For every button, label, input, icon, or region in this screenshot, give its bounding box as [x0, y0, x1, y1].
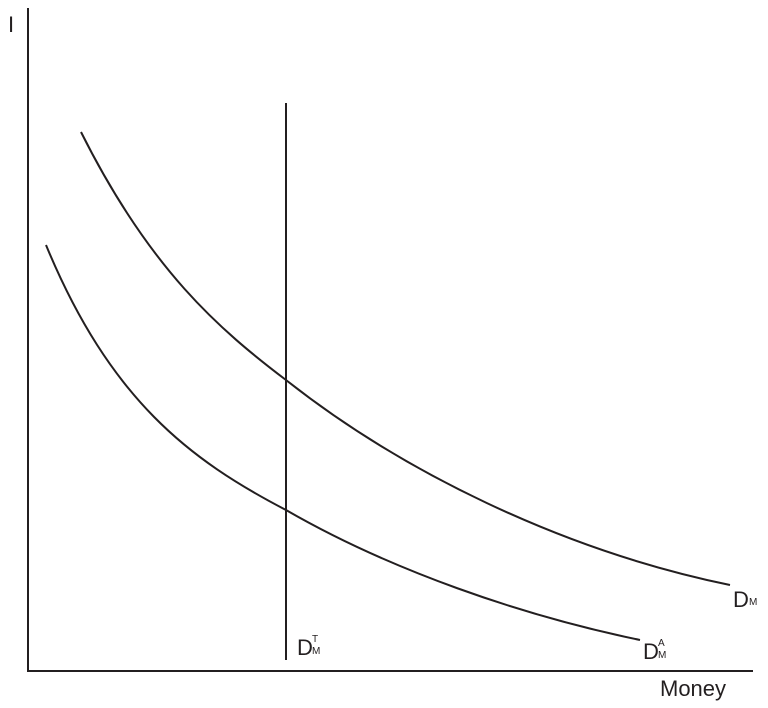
dmt-label-sup: T: [312, 634, 319, 645]
dm-label: D M: [733, 589, 768, 615]
dmt-label-main: D: [297, 635, 313, 660]
dma-label: D A M: [643, 638, 683, 667]
dma-label-sup: A: [658, 638, 665, 649]
dma-label-main: D: [643, 639, 659, 664]
dmt-label: D T M: [297, 634, 337, 663]
dm-curve: [80, 131, 731, 586]
dmt-label-sub: M: [312, 646, 321, 657]
dm-label-main: D: [733, 587, 749, 612]
dm-label-sub: M: [749, 597, 758, 608]
dma-label-sub: M: [658, 650, 667, 661]
y-axis-label: I: [8, 12, 15, 37]
x-axis-label: Money: [660, 676, 727, 701]
dma-curve: [45, 244, 641, 641]
